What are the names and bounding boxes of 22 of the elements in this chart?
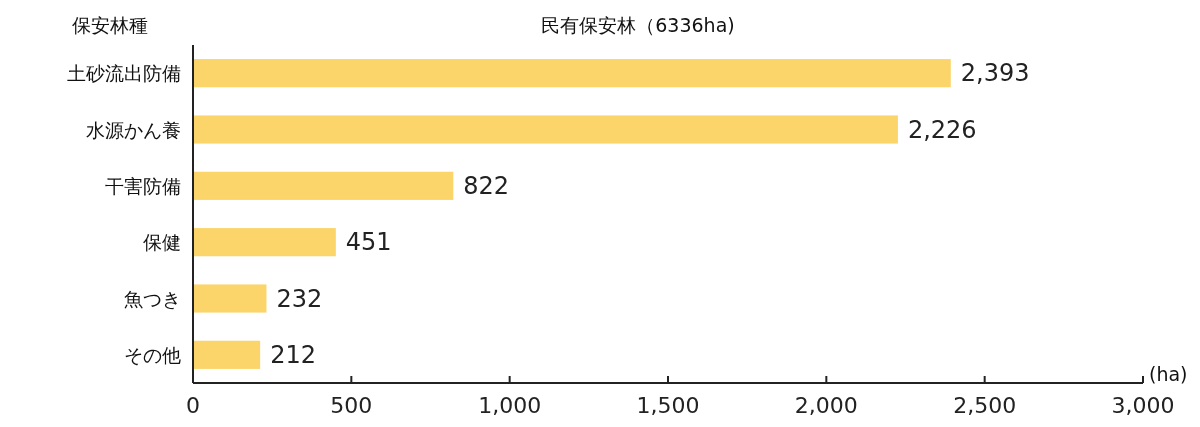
data-label: 232 [276, 284, 323, 313]
x-tick-label: 2,000 [794, 393, 858, 418]
x-tick-label: 500 [330, 393, 373, 418]
data-label: 822 [463, 171, 510, 200]
x-tick-label: 0 [186, 393, 200, 418]
chart-title: 民有保安林（6336ha) [541, 14, 735, 36]
data-label: 2,226 [907, 115, 977, 144]
x-tick-label: 1,000 [478, 393, 542, 418]
data-label: 2,393 [960, 59, 1030, 88]
x-axis-title: (ha) [1149, 363, 1188, 385]
y-axis-title: 保安林種 [72, 14, 148, 36]
y-tick-label: 土砂流出防備 [67, 62, 181, 85]
x-tick-label: 2,500 [953, 393, 1017, 418]
y-tick-label: 保健 [143, 231, 181, 254]
y-tick-label: 魚つき [124, 287, 181, 310]
x-tick-label: 1,500 [636, 393, 700, 418]
data-label: 451 [345, 228, 392, 257]
data-label: 212 [270, 340, 316, 369]
y-tick-label: 干害防備 [105, 174, 181, 197]
y-tick-label: 水源かん養 [86, 118, 181, 141]
y-tick-label: その他 [124, 343, 181, 366]
x-tick-label: 3,000 [1111, 393, 1175, 418]
